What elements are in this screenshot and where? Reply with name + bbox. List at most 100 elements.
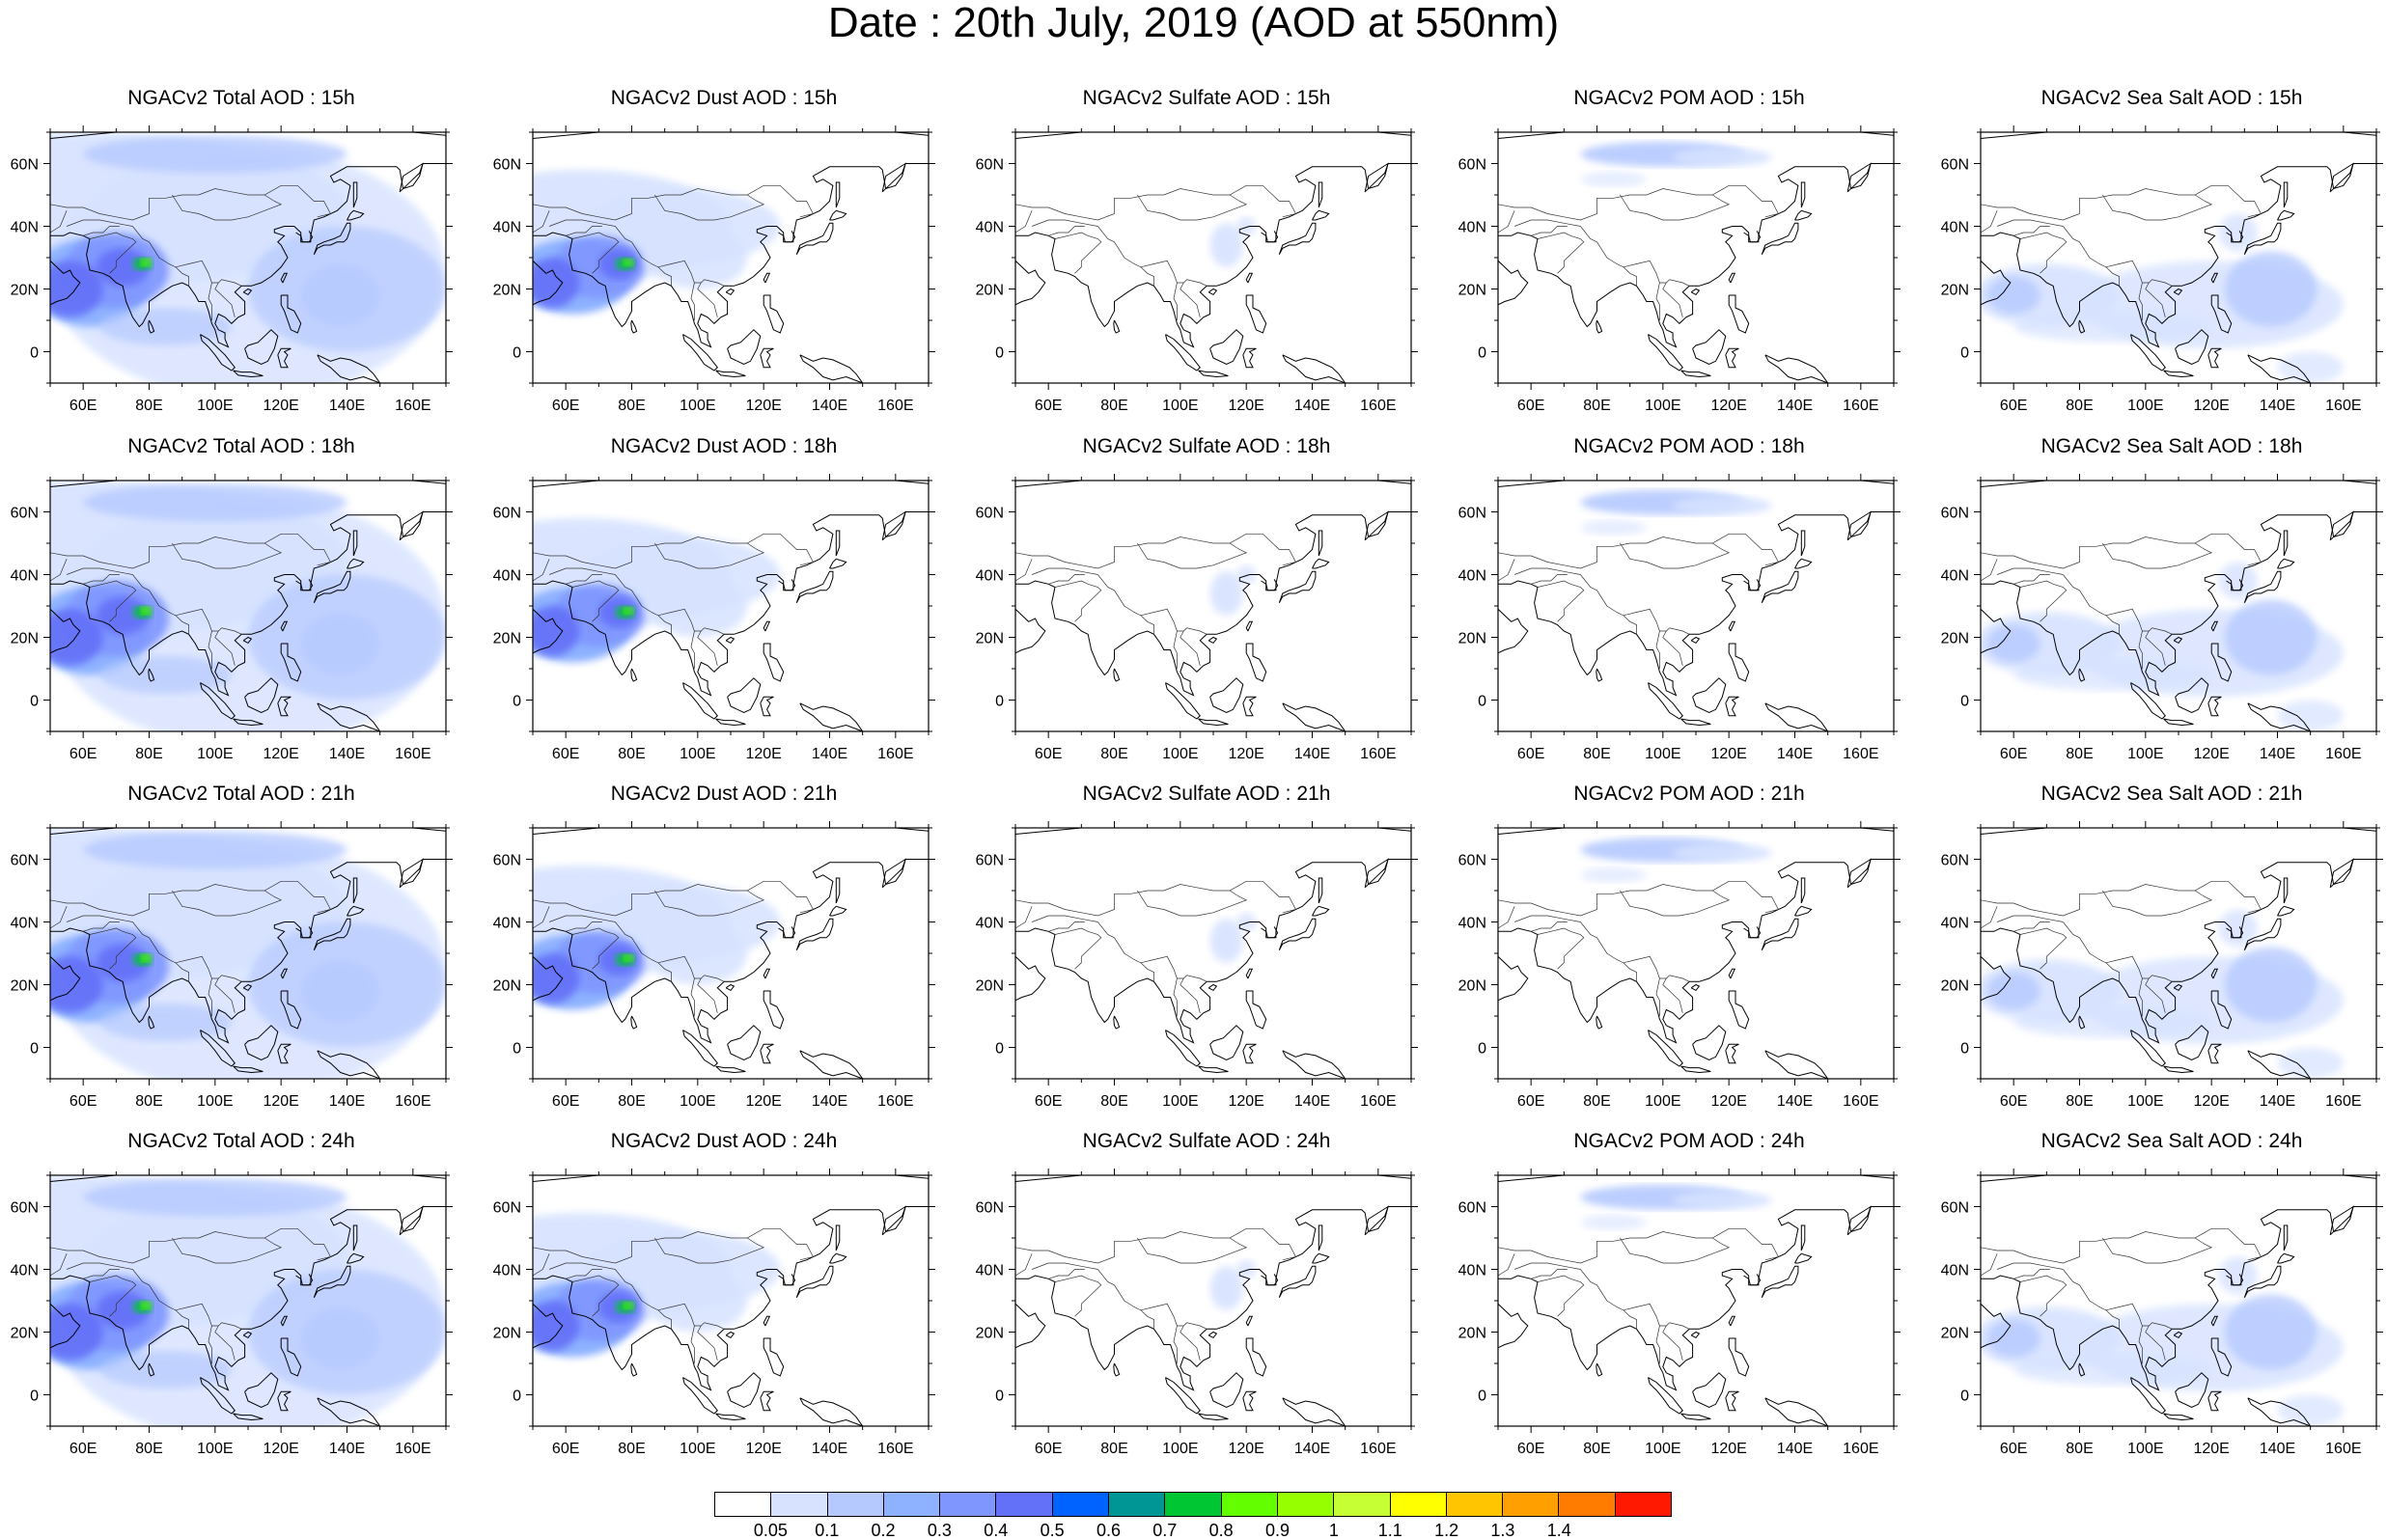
- coastline: [1282, 354, 1346, 383]
- map-panel-seasalt-row4: NGACv2 Sea Salt AOD : 24h 60E 80E 100E 120E 1…: [1930, 1125, 2387, 1472]
- coastline: [313, 918, 351, 951]
- coastline: [277, 1043, 291, 1064]
- x-tick-label: 100E: [1162, 1093, 1198, 1110]
- y-tick-label: 0: [513, 1389, 521, 1405]
- coastline: [1846, 858, 1873, 889]
- coastline: [2163, 718, 2194, 727]
- coastline: [1198, 1413, 1229, 1421]
- y-tick-label: 0: [513, 345, 521, 362]
- coastline: [1743, 579, 1762, 591]
- country-border: [50, 880, 331, 917]
- coastline: [2247, 354, 2312, 383]
- y-tick-label: 60N: [976, 853, 1004, 869]
- y-tick-label: 40N: [493, 220, 521, 236]
- y-tick-label: 0: [995, 345, 1004, 362]
- coastline: [1728, 1337, 1750, 1377]
- x-tick-label: 160E: [2325, 746, 2361, 762]
- coastline: [233, 1413, 264, 1421]
- y-tick-label: 40N: [11, 568, 39, 585]
- coastline: [1015, 163, 1411, 348]
- coastline: [2078, 1362, 2086, 1377]
- coastline: [1596, 319, 1603, 334]
- coastline: [1198, 370, 1229, 378]
- coastline: [1680, 1413, 1711, 1421]
- x-tick-label: 100E: [1162, 398, 1198, 414]
- x-tick-label: 80E: [1583, 746, 1610, 762]
- country-border: [1140, 962, 1154, 982]
- coastline: [1165, 334, 1201, 371]
- x-tick-label: 160E: [395, 398, 430, 414]
- x-tick-label: 60E: [69, 1093, 97, 1110]
- coastline: [280, 990, 302, 1030]
- country-border: [1097, 921, 1207, 982]
- country-border: [1623, 962, 1637, 982]
- country-border: [1498, 210, 1515, 234]
- x-tick-label: 80E: [2066, 746, 2093, 762]
- coastline: [352, 877, 358, 904]
- aod-blob: [1209, 571, 1243, 616]
- y-tick-label: 0: [995, 694, 1004, 710]
- country-border: [1015, 880, 1296, 917]
- coastline: [725, 636, 736, 645]
- country-border: [50, 1227, 331, 1264]
- y-tick-label: 20N: [1458, 978, 1486, 995]
- coastline: [1690, 1331, 1701, 1339]
- x-tick-label: 160E: [877, 1441, 913, 1457]
- country-border: [50, 210, 68, 234]
- coastline: [1981, 1303, 2012, 1349]
- y-tick-label: 60N: [1941, 506, 1969, 522]
- x-tick-label: 80E: [2066, 398, 2093, 414]
- coastline: [1981, 608, 2012, 654]
- country-border: [1580, 921, 1690, 982]
- coastline: [763, 620, 771, 632]
- colorbar-swatch: [771, 1493, 828, 1516]
- coastline: [2329, 1205, 2355, 1236]
- country-border: [2013, 1269, 2050, 1279]
- country-border: [1140, 615, 1154, 635]
- coastline: [2210, 643, 2233, 682]
- aod-map: 60E 80E 100E 120E 140E 160E 60N 40N 20N 0: [1941, 125, 2383, 414]
- coastline: [630, 1362, 638, 1377]
- coastline: [352, 1224, 358, 1251]
- x-tick-label: 60E: [1517, 1441, 1544, 1457]
- coastline: [200, 1030, 236, 1067]
- country-border: [2063, 1269, 2173, 1330]
- country-border: [1580, 574, 1690, 635]
- country-border: [1513, 219, 1581, 227]
- coastline: [295, 231, 314, 243]
- x-tick-label: 140E: [1777, 1093, 1813, 1110]
- aod-blob: [2013, 1354, 2212, 1386]
- country-border: [1498, 533, 1779, 569]
- x-tick-label: 140E: [812, 398, 847, 414]
- coastline: [280, 294, 302, 334]
- coastline: [778, 579, 796, 591]
- coastline: [1015, 511, 1411, 697]
- map-panel-total-row4: NGACv2 Total AOD : 24h 60E 80E 100E 120E 140E…: [0, 1125, 483, 1472]
- aod-map: 60E 80E 100E 120E 140E 160E 60N 40N 20N 0: [976, 821, 1418, 1110]
- coastline: [1692, 1025, 1727, 1061]
- x-tick-label: 80E: [135, 746, 162, 762]
- coastline: [347, 209, 365, 221]
- coastline: [2283, 1224, 2289, 1251]
- coastline: [1015, 955, 1046, 1002]
- x-tick-label: 100E: [2127, 1441, 2163, 1457]
- map-panel-total-row1: NGACv2 Total AOD : 15h 60E 80E 100E 120E 140E…: [0, 82, 483, 429]
- aod-blob: [2224, 599, 2318, 675]
- x-tick-label: 140E: [812, 1093, 847, 1110]
- coastline: [1245, 1315, 1254, 1327]
- country-border: [1097, 226, 1207, 287]
- country-border: [1623, 615, 1637, 635]
- y-tick-label: 20N: [11, 978, 39, 995]
- aod-field: [50, 132, 446, 383]
- aod-blob: [83, 135, 347, 174]
- x-tick-label: 100E: [1645, 398, 1680, 414]
- coastline: [1209, 329, 1244, 366]
- aod-blob: [648, 574, 748, 638]
- aod-blob: [2277, 700, 2344, 731]
- aod-map: 60E 80E 100E 120E 140E 160E 60N 40N 20N 0: [1941, 474, 2383, 762]
- aod-map: 60E 80E 100E 120E 140E 160E 60N 40N 20N 0: [11, 474, 453, 762]
- y-tick-label: 20N: [976, 978, 1004, 995]
- country-border: [1996, 567, 2064, 575]
- y-tick-label: 0: [1478, 694, 1486, 710]
- coastline: [1312, 209, 1330, 221]
